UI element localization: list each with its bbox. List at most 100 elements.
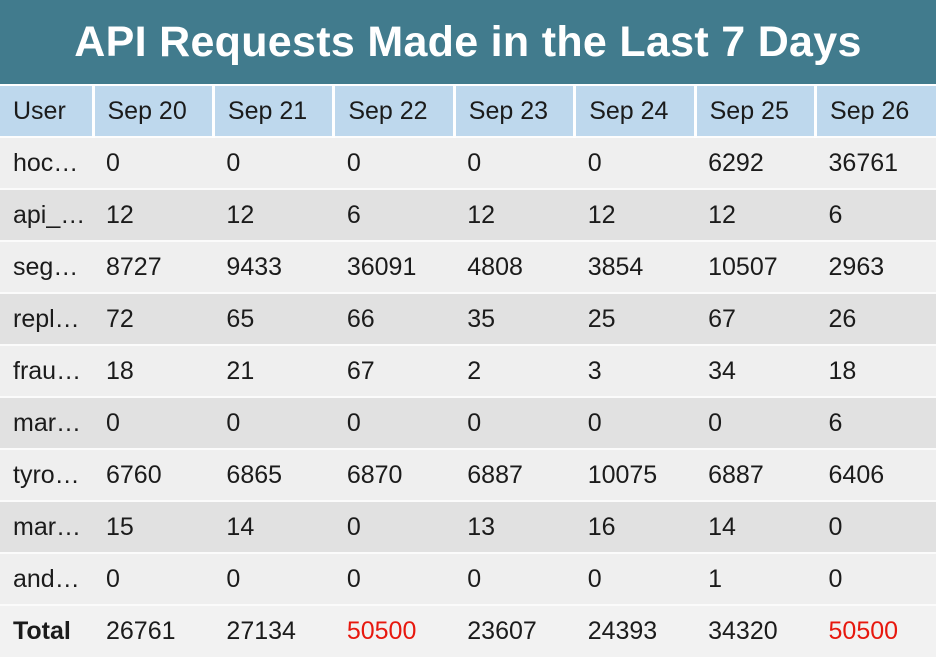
value-cell: 0 — [574, 397, 696, 450]
value-cell: 0 — [815, 553, 936, 606]
api-requests-table: User Sep 20 Sep 21 Sep 22 Sep 23 Sep 24 Sep 25… — [0, 84, 936, 657]
value-cell: 2963 — [815, 241, 936, 294]
value-cell: 35 — [454, 293, 575, 346]
value-cell: 67 — [695, 293, 816, 346]
column-header-sep-25: Sep 25 — [693, 84, 816, 138]
value-cell: 18 — [815, 345, 936, 398]
total-value-cell: 24393 — [574, 604, 696, 657]
user-cell: api_… — [0, 189, 93, 242]
table-row: mar… 0 0 0 0 0 0 6 — [0, 397, 936, 450]
value-cell: 6760 — [93, 449, 214, 502]
user-cell: seg… — [0, 241, 93, 294]
value-cell: 2 — [454, 345, 575, 398]
value-cell: 6865 — [213, 449, 334, 502]
total-value-cell: 50500 — [815, 604, 936, 657]
value-cell: 0 — [93, 137, 214, 190]
value-cell: 0 — [333, 501, 455, 554]
value-cell: 8727 — [93, 241, 214, 294]
value-cell: 13 — [454, 501, 575, 554]
value-cell: 0 — [454, 137, 575, 190]
page-title-text: API Requests Made in the Last 7 Days — [74, 17, 862, 66]
value-cell: 6406 — [815, 449, 936, 502]
user-cell: repl… — [0, 293, 93, 346]
table-row: repl… 72 65 66 35 25 67 26 — [0, 293, 936, 346]
value-cell: 14 — [695, 501, 816, 554]
value-cell: 0 — [454, 397, 575, 450]
value-cell: 0 — [213, 553, 334, 606]
value-cell: 3 — [574, 345, 696, 398]
value-cell: 18 — [93, 345, 214, 398]
column-header-sep-26: Sep 26 — [814, 84, 936, 138]
value-cell: 4808 — [454, 241, 575, 294]
value-cell: 0 — [333, 397, 455, 450]
value-cell: 10075 — [574, 449, 696, 502]
value-cell: 12 — [213, 189, 334, 242]
value-cell: 0 — [574, 553, 696, 606]
user-cell: mar… — [0, 397, 93, 450]
value-cell: 14 — [213, 501, 334, 554]
value-cell: 0 — [454, 553, 575, 606]
value-cell: 0 — [574, 137, 696, 190]
value-cell: 6 — [815, 397, 936, 450]
value-cell: 0 — [695, 397, 816, 450]
value-cell: 36761 — [815, 137, 936, 190]
value-cell: 34 — [695, 345, 816, 398]
user-cell: tyro… — [0, 449, 93, 502]
header-row: User Sep 20 Sep 21 Sep 22 Sep 23 Sep 24 Sep 25… — [0, 84, 936, 138]
value-cell: 0 — [213, 137, 334, 190]
value-cell: 3854 — [574, 241, 696, 294]
value-cell: 6870 — [333, 449, 455, 502]
value-cell: 6887 — [695, 449, 816, 502]
table-body: hoc… 0 0 0 0 0 6292 36761 api_… 12 12 6 12 12 12 6 seg… 8… — [0, 137, 936, 606]
value-cell: 16 — [574, 501, 696, 554]
user-cell: frau… — [0, 345, 93, 398]
column-header-sep-20: Sep 20 — [91, 84, 214, 138]
table-footer: Total 26761 27134 50500 23607 24393 34320 50500 — [0, 604, 936, 657]
value-cell: 0 — [93, 553, 214, 606]
value-cell: 15 — [93, 501, 214, 554]
total-label: Total — [0, 604, 93, 657]
table-row: api_… 12 12 6 12 12 12 6 — [0, 189, 936, 242]
value-cell: 9433 — [213, 241, 334, 294]
value-cell: 6887 — [454, 449, 575, 502]
table-row: and… 0 0 0 0 0 1 0 — [0, 553, 936, 606]
value-cell: 66 — [333, 293, 455, 346]
column-header-sep-21: Sep 21 — [211, 84, 334, 138]
total-value-cell: 50500 — [333, 604, 455, 657]
value-cell: 0 — [333, 137, 455, 190]
value-cell: 6292 — [695, 137, 816, 190]
table-row: frau… 18 21 67 2 3 34 18 — [0, 345, 936, 398]
value-cell: 26 — [815, 293, 936, 346]
column-header-user: User — [0, 84, 93, 138]
value-cell: 6 — [333, 189, 455, 242]
user-cell: mar… — [0, 501, 93, 554]
value-cell: 0 — [93, 397, 214, 450]
value-cell: 0 — [213, 397, 334, 450]
value-cell: 67 — [333, 345, 455, 398]
table-row: tyro… 6760 6865 6870 6887 10075 6887 6406 — [0, 449, 936, 502]
value-cell: 25 — [574, 293, 696, 346]
value-cell: 72 — [93, 293, 214, 346]
value-cell: 12 — [454, 189, 575, 242]
value-cell: 1 — [695, 553, 816, 606]
value-cell: 12 — [695, 189, 816, 242]
table-row: mar… 15 14 0 13 16 14 0 — [0, 501, 936, 554]
value-cell: 6 — [815, 189, 936, 242]
table-row: seg… 8727 9433 36091 4808 3854 10507 2963 — [0, 241, 936, 294]
table-row: hoc… 0 0 0 0 0 6292 36761 — [0, 137, 936, 190]
total-value-cell: 34320 — [695, 604, 816, 657]
value-cell: 21 — [213, 345, 334, 398]
value-cell: 0 — [815, 501, 936, 554]
total-value-cell: 27134 — [213, 604, 334, 657]
value-cell: 10507 — [695, 241, 816, 294]
table-header: User Sep 20 Sep 21 Sep 22 Sep 23 Sep 24 Sep 25… — [0, 84, 936, 138]
column-header-sep-23: Sep 23 — [452, 84, 575, 138]
user-cell: and… — [0, 553, 93, 606]
value-cell: 12 — [574, 189, 696, 242]
total-value-cell: 23607 — [454, 604, 575, 657]
page-title: API Requests Made in the Last 7 Days — [0, 0, 936, 84]
value-cell: 36091 — [333, 241, 455, 294]
value-cell: 0 — [333, 553, 455, 606]
user-cell: hoc… — [0, 137, 93, 190]
total-row: Total 26761 27134 50500 23607 24393 34320 50500 — [0, 604, 936, 657]
